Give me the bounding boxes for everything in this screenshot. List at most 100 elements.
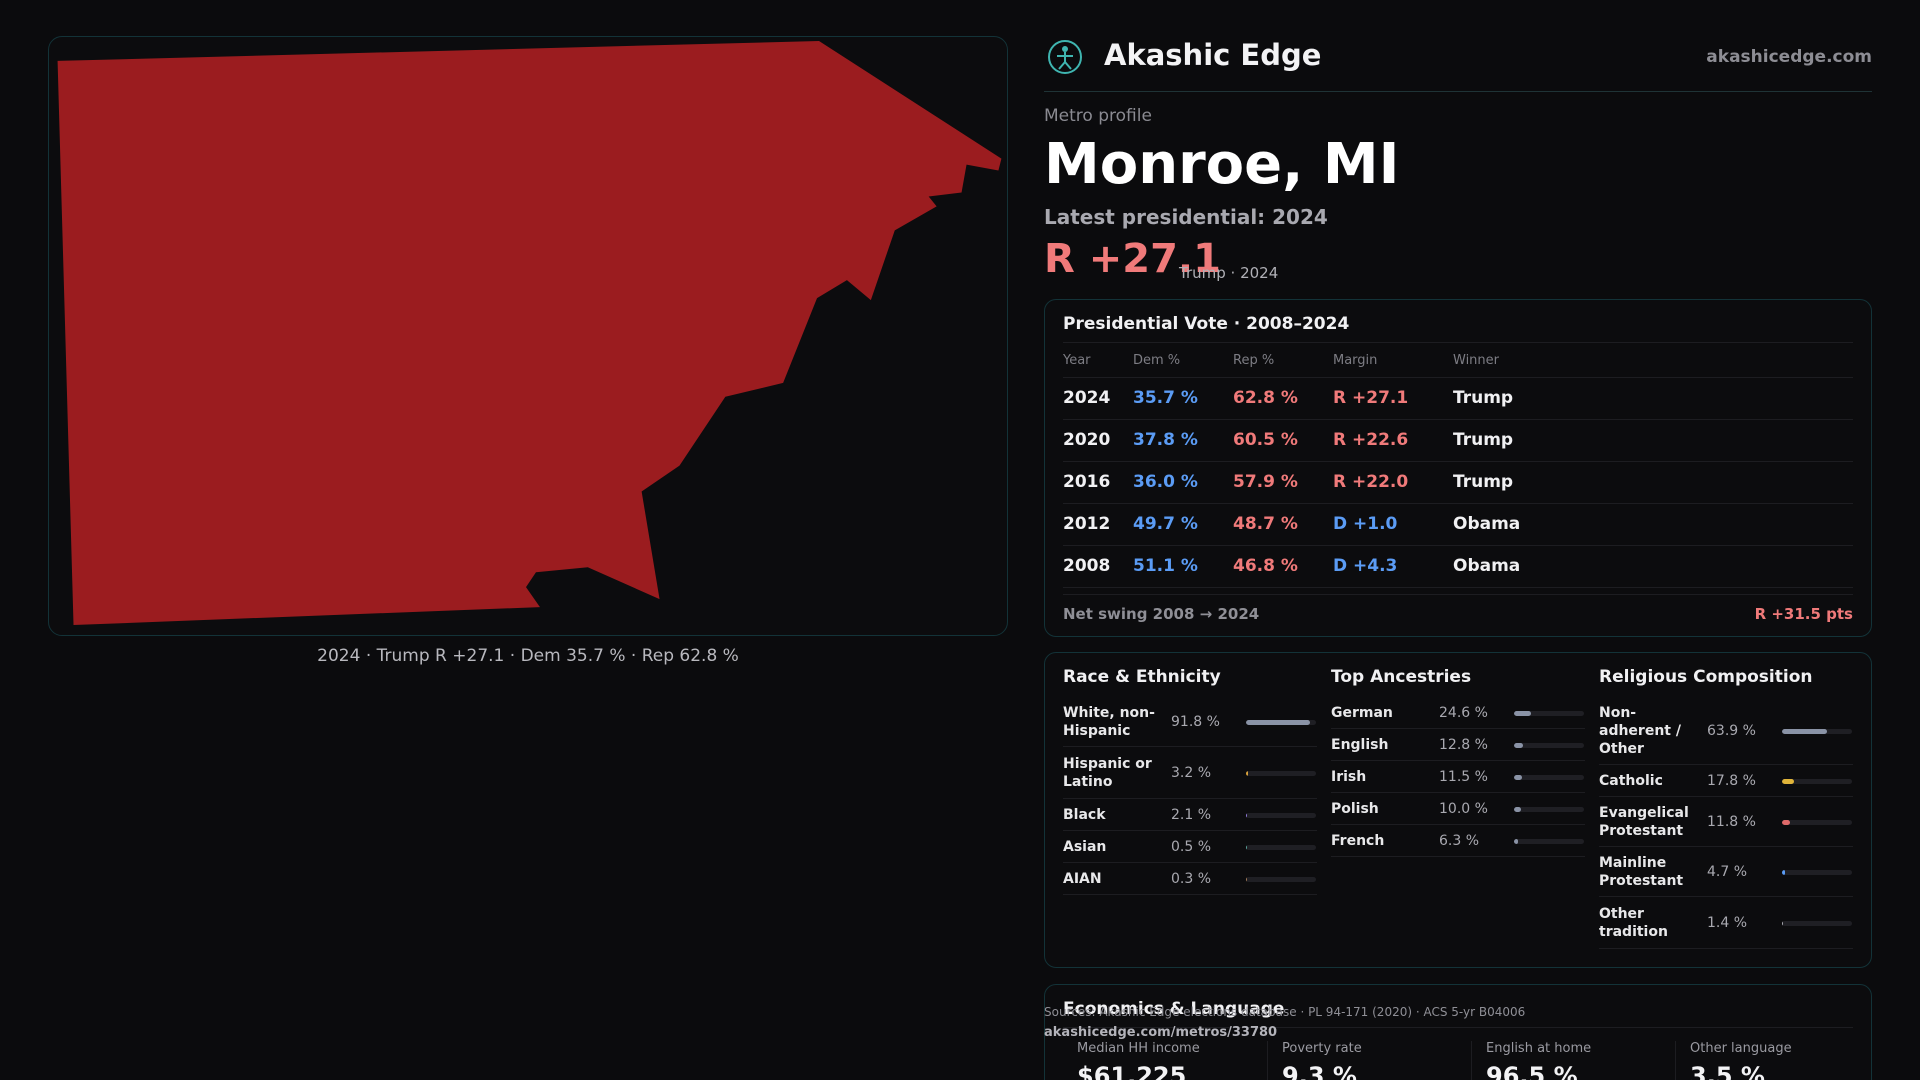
vote-rep: 60.5 % — [1233, 419, 1333, 462]
vote-year: 2016 — [1063, 461, 1133, 504]
race-label: AIAN — [1063, 871, 1102, 887]
race-value: 91.8 % — [1171, 713, 1220, 730]
race-bar-track — [1246, 770, 1316, 776]
header-dem: Dem % — [1133, 345, 1233, 378]
vote-row: 2008 51.1 % 46.8 % D +4.3 Obama — [1063, 545, 1853, 588]
religion-row: Mainline Protestant 4.7 % — [1599, 847, 1853, 897]
ancestry-bar-fill — [1514, 742, 1523, 748]
vote-dem: 36.0 % — [1133, 461, 1233, 504]
econ-stat-label: Median HH income — [1077, 1041, 1200, 1056]
race-label: Asian — [1063, 839, 1107, 855]
race-row: AIAN 0.3 % — [1063, 863, 1317, 895]
vote-dem: 37.8 % — [1133, 419, 1233, 462]
vote-table: Year Dem % Rep % Margin Winner 2024 35.7 … — [1063, 345, 1853, 588]
brand-header: Akashic Edge akashicedge.com — [1044, 34, 1872, 92]
religion-label: Non-adherent / Other — [1599, 705, 1681, 757]
page-title: Monroe, MI — [1044, 132, 1400, 197]
race-label: Black — [1063, 807, 1106, 823]
ancestry-bar-fill — [1514, 774, 1523, 780]
county-shape — [57, 40, 1002, 626]
ancestry-title: Top Ancestries — [1331, 667, 1472, 687]
latest-presidential-label: Latest presidential: 2024 — [1044, 205, 1328, 229]
ancestry-bar-fill — [1514, 838, 1519, 844]
vote-winner: Trump — [1453, 377, 1853, 420]
econ-stat-label: Poverty rate — [1282, 1041, 1362, 1056]
religion-value: 4.7 % — [1707, 863, 1748, 880]
religion-label: Mainline Protestant — [1599, 855, 1684, 889]
ancestry-bar-fill — [1514, 710, 1532, 716]
ancestry-value: 10.0 % — [1439, 800, 1488, 817]
vote-dem: 51.1 % — [1133, 545, 1233, 588]
header-year: Year — [1063, 345, 1133, 378]
race-value: 3.2 % — [1171, 764, 1212, 781]
ancestry-bar-track — [1514, 710, 1584, 716]
ancestry-bar-track — [1514, 742, 1584, 748]
econ-stat-label: Other language — [1690, 1041, 1792, 1056]
ancestry-label: Polish — [1331, 801, 1379, 817]
header-rep: Rep % — [1233, 345, 1333, 378]
religion-bar-track — [1782, 920, 1852, 926]
latest-margin-sub: Trump · 2024 — [1179, 264, 1279, 282]
religion-value: 63.9 % — [1707, 722, 1756, 739]
religion-row: Non-adherent / Other 63.9 % — [1599, 697, 1853, 765]
page-eyebrow: Metro profile — [1044, 106, 1152, 126]
econ-stat: English at home 96.5 % — [1471, 1041, 1661, 1080]
county-map — [48, 36, 1008, 636]
ancestry-row: Polish 10.0 % — [1331, 793, 1585, 825]
race-bar-fill — [1246, 844, 1248, 850]
ancestry-bar-fill — [1514, 806, 1521, 812]
religion-bar-track — [1782, 819, 1852, 825]
ancestry-value: 11.5 % — [1439, 768, 1488, 785]
net-swing-value: R +31.5 pts — [1754, 605, 1853, 623]
vote-margin: D +4.3 — [1333, 545, 1453, 588]
county-map-svg — [57, 40, 1002, 626]
religion-section: Religious Composition Non-adherent / Oth… — [1599, 667, 1853, 949]
race-bar-track — [1246, 812, 1316, 818]
permalink[interactable]: akashicedge.com/metros/33780 — [1044, 1025, 1278, 1040]
vote-row: 2020 37.8 % 60.5 % R +22.6 Trump — [1063, 419, 1853, 462]
religion-bar-fill — [1782, 819, 1791, 825]
religion-value: 1.4 % — [1707, 914, 1748, 931]
net-swing: Net swing 2008 → 2024 R +31.5 pts — [1063, 594, 1853, 624]
race-ethnicity-section: Race & Ethnicity White, non-Hispanic 91.8… — [1063, 667, 1317, 895]
race-row: Black 2.1 % — [1063, 799, 1317, 831]
ancestry-label: French — [1331, 833, 1385, 849]
race-label: Hispanic or Latino — [1063, 756, 1152, 790]
religion-bar-track — [1782, 869, 1852, 875]
race-bar-fill — [1246, 876, 1248, 882]
race-title: Race & Ethnicity — [1063, 667, 1221, 687]
map-caption: 2024 · Trump R +27.1 · Dem 35.7 % · Rep … — [317, 646, 739, 666]
vote-rep: 48.7 % — [1233, 503, 1333, 546]
religion-bar-fill — [1782, 920, 1784, 926]
vote-margin: R +22.6 — [1333, 419, 1453, 462]
ancestry-label: German — [1331, 705, 1393, 721]
race-row: Asian 0.5 % — [1063, 831, 1317, 863]
vote-winner: Trump — [1453, 419, 1853, 462]
race-bar-fill — [1246, 719, 1311, 725]
econ-stat: Poverty rate 9.3 % — [1267, 1041, 1457, 1080]
vote-rep: 46.8 % — [1233, 545, 1333, 588]
race-bar-fill — [1246, 770, 1249, 776]
vote-winner: Trump — [1453, 461, 1853, 504]
religion-label: Other tradition — [1599, 906, 1668, 940]
religion-bar-track — [1782, 728, 1852, 734]
ancestry-bar-track — [1514, 838, 1584, 844]
vote-year: 2008 — [1063, 545, 1133, 588]
vote-dem: 35.7 % — [1133, 377, 1233, 420]
brand-name: Akashic Edge — [1104, 38, 1322, 72]
econ-stat-value: $61,225 — [1077, 1062, 1187, 1080]
religion-bar-track — [1782, 778, 1852, 784]
race-row: Hispanic or Latino 3.2 % — [1063, 747, 1317, 799]
religion-row: Catholic 17.8 % — [1599, 765, 1853, 797]
econ-stat-label: English at home — [1486, 1041, 1592, 1056]
economics-title: Economics & Language — [1063, 999, 1853, 1028]
ancestry-bar-track — [1514, 806, 1584, 812]
ancestries-section: Top Ancestries German 24.6 % English 12.8 %… — [1331, 667, 1585, 857]
brand-url[interactable]: akashicedge.com — [1706, 47, 1872, 67]
latest-margin: R +27.1 — [1044, 236, 1221, 282]
vote-margin: R +22.0 — [1333, 461, 1453, 504]
vote-year: 2020 — [1063, 419, 1133, 462]
ancestry-row: English 12.8 % — [1331, 729, 1585, 761]
vote-winner: Obama — [1453, 545, 1853, 588]
religion-row: Evangelical Protestant 11.8 % — [1599, 797, 1853, 847]
